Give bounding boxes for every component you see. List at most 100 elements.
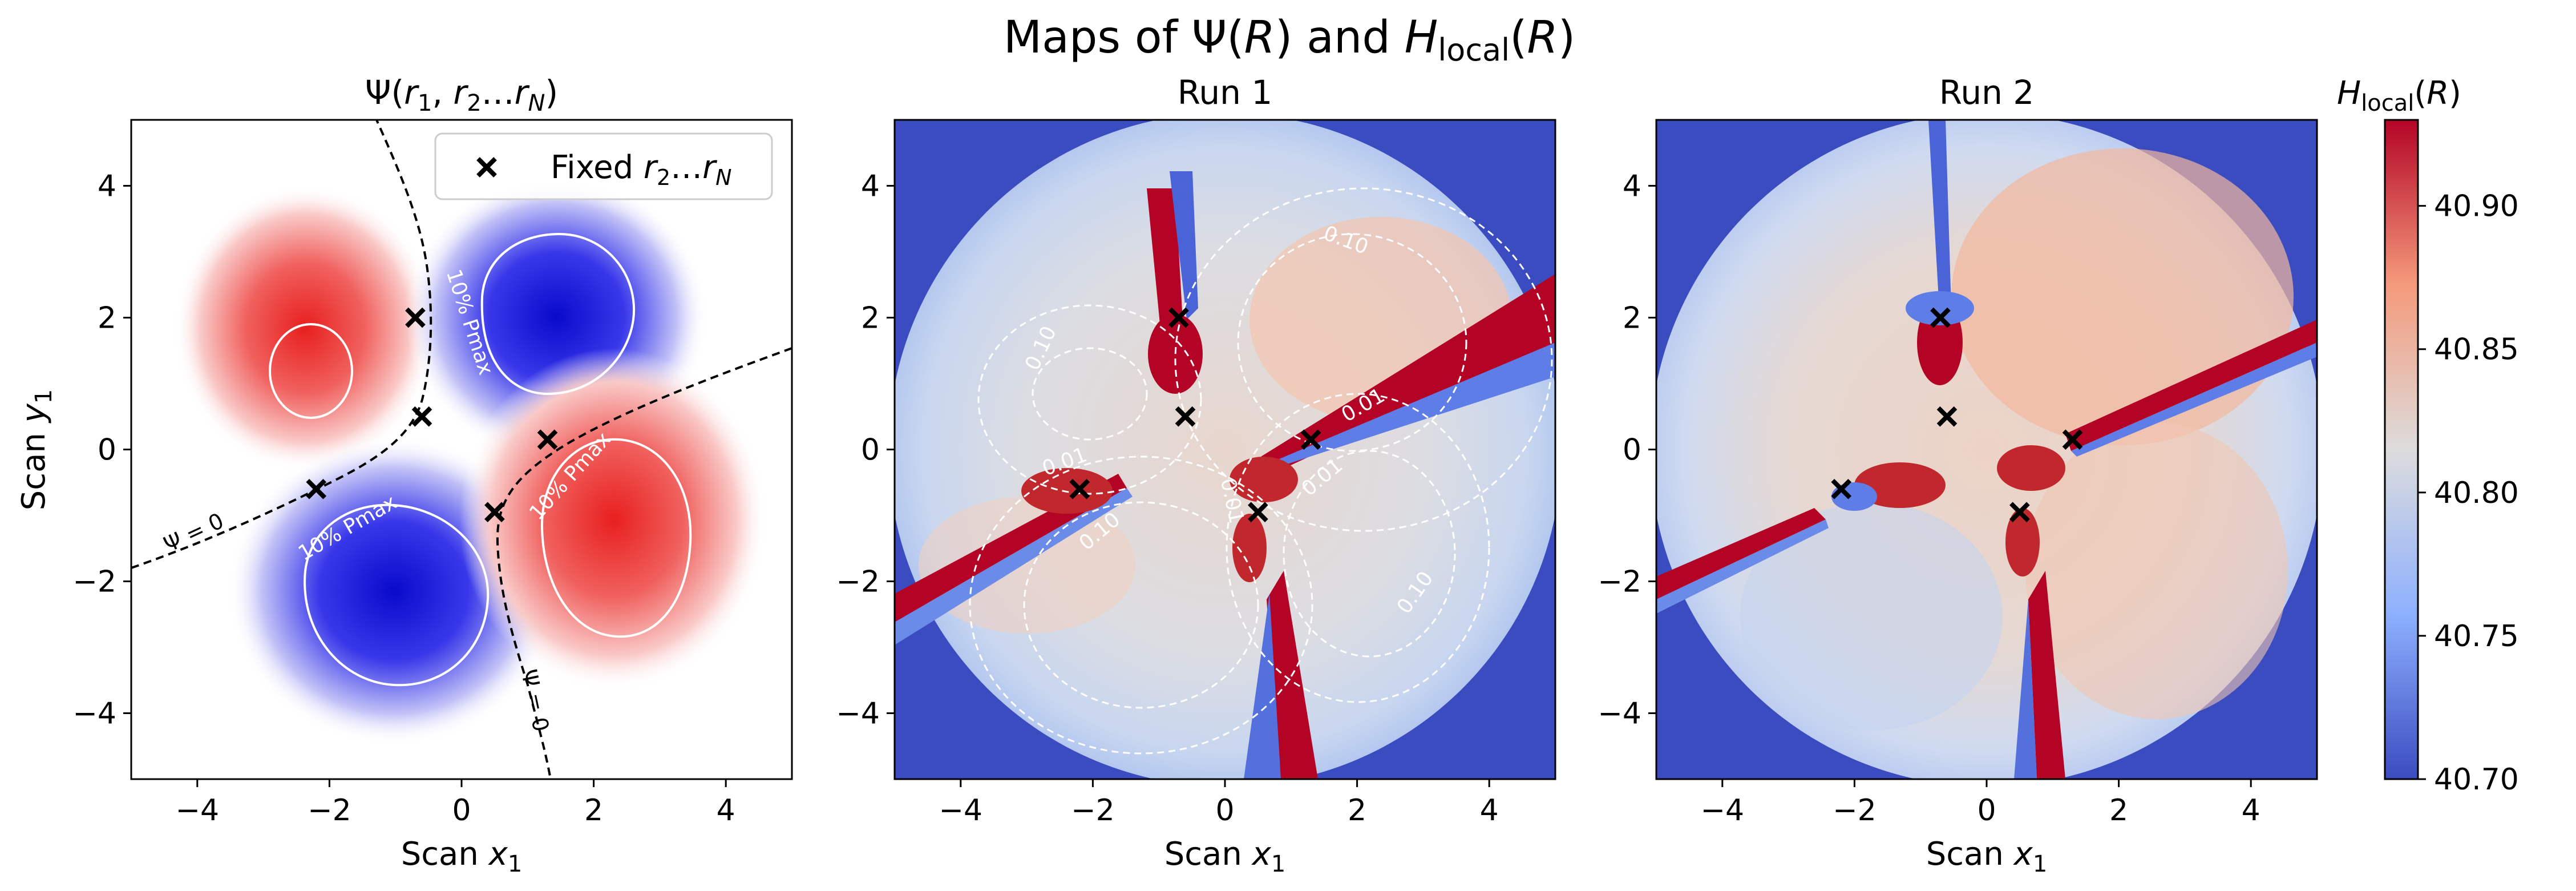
run2-red-streak-s	[2028, 571, 2065, 779]
y-tick-label: −4	[1598, 697, 1641, 731]
run2-warm-zone	[1951, 148, 2294, 445]
y-tick-label: 4	[861, 170, 880, 204]
colorbar: 40.70 40.75 40.80 40.85 40.90 Hlocal(R)	[2337, 75, 2519, 797]
x-tick-label: 2	[1348, 793, 1366, 828]
fixed-electron-marker	[405, 307, 426, 328]
run1-electron-markers	[1069, 307, 1321, 523]
legend-label: Fixed r2…rN	[551, 149, 732, 190]
run2-red-blob-3	[1997, 445, 2065, 491]
fixed-electron-marker	[484, 502, 505, 523]
run1-axis-ticks: −4 −2 0 2 4 −4 −2 0 2 4	[836, 170, 1498, 828]
fixed-electron-marker	[411, 406, 432, 427]
run2-blue-streak-sw	[1656, 519, 1829, 614]
x-tick-label: −4	[1700, 793, 1744, 828]
y-tick-label: −4	[72, 697, 116, 731]
psi-lobe-positive-right	[459, 348, 767, 691]
run2-warm-zone-2	[2025, 422, 2288, 719]
run1-contour-1	[1032, 347, 1148, 441]
colorbar-tick-label: 40.75	[2434, 619, 2519, 654]
y-tick-label: −2	[836, 565, 880, 599]
y-tick-label: 4	[1623, 170, 1641, 204]
fixed-electron-marker	[2009, 502, 2030, 523]
run1-heatmap	[895, 120, 1555, 779]
run1-blue-streak-n	[1170, 171, 1198, 320]
psi-lobe-positive-left	[174, 186, 436, 471]
fixed-electron-marker	[1168, 307, 1189, 328]
ylabel-psi: Scan y1	[15, 389, 57, 511]
colorbar-gradient	[2384, 119, 2419, 780]
figure-title: Maps of Ψ(R) and Hlocal(R)	[1004, 12, 1575, 68]
psi-contour-top	[480, 232, 636, 396]
fixed-electron-marker	[2062, 429, 2083, 450]
x-tick-label: −2	[308, 793, 351, 828]
y-tick-label: 2	[861, 301, 880, 336]
x-tick-label: −4	[175, 793, 219, 828]
run1-contour-4	[1174, 187, 1553, 532]
y-tick-label: 0	[1623, 433, 1641, 467]
fixed-electron-marker	[1069, 478, 1090, 499]
colorbar-tick-label: 40.70	[2434, 763, 2519, 797]
run2-cool-zone	[1740, 502, 2003, 731]
run2-axis-ticks: −4 −2 0 2 4 −4 −2 0 2 4	[1598, 170, 2260, 828]
y-tick-label: −4	[836, 697, 880, 731]
run1-contour-3	[1237, 233, 1467, 452]
run2-red-blob-4	[2005, 508, 2040, 576]
y-tick-label: 4	[98, 170, 116, 204]
run1-disk	[895, 120, 1555, 779]
x-tick-label: 0	[1215, 793, 1234, 828]
fixed-electron-marker	[1936, 406, 1958, 427]
legend-box	[434, 132, 773, 200]
colorbar-tick-label: 40.80	[2434, 476, 2519, 510]
colorbar-ticks: 40.70 40.75 40.80 40.85 40.90	[2418, 190, 2519, 797]
psi-contour-right	[540, 438, 692, 638]
psi-contour-bottom	[304, 503, 490, 687]
run1-blue-streak-s	[1244, 594, 1281, 779]
panel-title-psi: Ψ(r1, r2…rN)	[365, 73, 558, 116]
run2-red-streak-ne	[2065, 320, 2317, 451]
run1-contour-5	[1023, 501, 1259, 709]
run1-blue-streak-ne	[1278, 342, 1555, 465]
psi-electron-markers	[306, 307, 558, 523]
run1-red-blob-3	[1230, 457, 1298, 502]
run1-contour-6	[969, 455, 1313, 755]
psi-contour-left	[269, 323, 353, 419]
colorbar-tick-label: 40.90	[2434, 190, 2519, 224]
x-tick-label: −4	[939, 793, 982, 828]
fixed-electron-marker	[1248, 502, 1268, 523]
x-tick-label: −2	[1833, 793, 1877, 828]
y-tick-label: 2	[1623, 301, 1641, 336]
x-tick-label: 4	[717, 793, 735, 828]
fixed-electron-marker	[1300, 429, 1321, 450]
y-tick-label: 0	[98, 433, 116, 467]
xlabel-run2: Scan x1	[1926, 836, 2048, 877]
x-tick-label: 2	[584, 793, 603, 828]
x-tick-label: 0	[1977, 793, 1996, 828]
psi-heatmap	[131, 120, 792, 779]
run2-electron-markers	[1831, 307, 2083, 523]
run2-blue-blob-1	[1906, 291, 1974, 325]
run2-blue-streak-n	[1928, 120, 1951, 320]
x-tick-label: 2	[2109, 793, 2128, 828]
colorbar-label: Hlocal(R)	[2337, 75, 2461, 116]
y-tick-label: −2	[1598, 565, 1641, 599]
xlabel-run1: Scan x1	[1164, 836, 1286, 877]
run1-contour-7	[1283, 450, 1456, 658]
fixed-electron-marker	[306, 478, 327, 499]
y-tick-label: −2	[72, 565, 116, 599]
legend-marker-icon	[476, 157, 497, 178]
x-tick-label: 0	[452, 793, 471, 828]
y-tick-label: 2	[98, 301, 116, 336]
run1-blue-streak-sw	[895, 488, 1133, 645]
run2-red-streak-sw	[1656, 508, 1826, 599]
run2-blue-streak-ne	[2071, 342, 2317, 457]
x-tick-label: 4	[2242, 793, 2260, 828]
run2-heatmap	[1656, 120, 2317, 779]
psi-nodal-line-upper	[131, 120, 432, 569]
panel-title-run2: Run 2	[1939, 73, 2035, 112]
y-tick-label: 0	[861, 433, 880, 467]
panel-title-run1: Run 1	[1178, 73, 1273, 112]
fixed-electron-marker	[537, 429, 558, 450]
run1-contour-2	[977, 304, 1202, 495]
run1-warm-zone-2	[919, 497, 1135, 634]
